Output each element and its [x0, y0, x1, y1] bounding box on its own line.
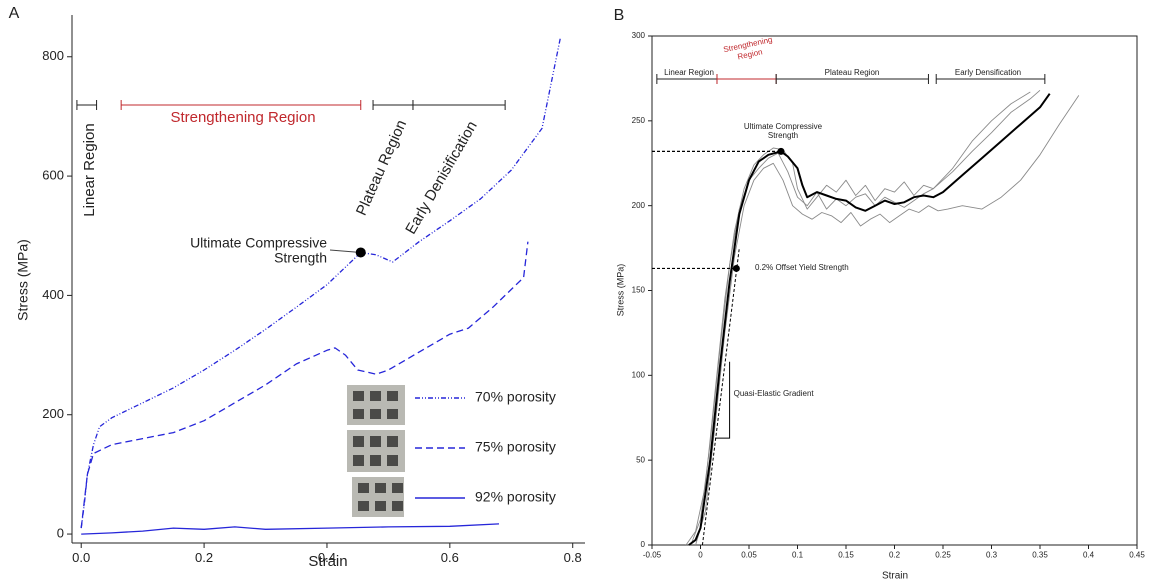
x-tick-label: 0.0: [72, 550, 90, 565]
y-tick-label: 200: [42, 406, 64, 421]
photo-detail: [353, 391, 364, 401]
x-tick-label: 0.4: [1083, 551, 1095, 560]
region-bracket: [716, 74, 777, 84]
series-line: [80, 241, 529, 529]
gradient-label: Quasi-Elastic Gradient: [734, 389, 815, 398]
series-line: [685, 91, 1031, 546]
y-axis-label: Stress (MPa): [615, 264, 625, 317]
x-tick-label: -0.05: [643, 551, 662, 560]
photo-detail: [375, 483, 386, 493]
region-label: Early Densification: [955, 68, 1021, 77]
annotation-point: [355, 247, 366, 258]
x-tick-label: 0.6: [441, 550, 459, 565]
x-tick-label: 0.25: [935, 551, 951, 560]
x-tick-label: 0.2: [889, 551, 901, 560]
photo-detail: [353, 436, 364, 447]
x-axis-label: Strain: [308, 553, 347, 570]
x-tick-label: 0.35: [1032, 551, 1048, 560]
y-tick-label: 400: [42, 287, 64, 302]
x-tick-label: 0.45: [1129, 551, 1145, 560]
y-tick-label: 800: [42, 48, 64, 63]
photo-detail: [392, 483, 403, 493]
series-line: [81, 523, 500, 535]
series-line: [695, 95, 1080, 546]
region-label: Plateau Region: [825, 68, 880, 77]
photo-detail: [358, 501, 369, 511]
x-tick-label: 0.05: [741, 551, 757, 560]
y-tick-label: 0: [641, 540, 646, 549]
x-tick-label: 0.3: [986, 551, 998, 560]
photo-detail: [387, 455, 398, 466]
photo-detail: [370, 455, 381, 466]
photo-detail: [387, 391, 398, 401]
region-label: Plateau Region: [353, 117, 410, 218]
y-axis-label: Stress (MPa): [15, 239, 31, 321]
annotation-point: [732, 264, 740, 272]
photo-detail: [370, 409, 381, 419]
region-bracket: [120, 100, 362, 110]
legend-label: 75% porosity: [475, 439, 556, 455]
gradient-marker: [715, 361, 731, 439]
y-tick-label: 100: [632, 370, 646, 379]
region-bracket: [935, 74, 1046, 84]
region-label: Linear Region: [81, 123, 98, 216]
y-tick-label: 200: [632, 201, 646, 210]
region-bracket: [412, 100, 506, 110]
photo-detail: [353, 455, 364, 466]
panel-label: A: [9, 5, 20, 22]
y-tick-label: 50: [636, 455, 645, 464]
panel-label: B: [614, 7, 625, 24]
annotation-point: [777, 147, 785, 155]
region-bracket: [775, 74, 929, 84]
photo-detail: [358, 483, 369, 493]
region-bracket: [76, 100, 98, 110]
annotation-label: Strength: [274, 250, 327, 266]
x-tick-label: 0.15: [838, 551, 854, 560]
series-line: [80, 37, 562, 529]
x-tick-label: 0.1: [792, 551, 804, 560]
plot-frame: [651, 35, 1138, 546]
x-tick-label: 0.8: [564, 550, 582, 565]
y-tick-label: 300: [632, 31, 646, 40]
photo-detail: [375, 501, 386, 511]
leader-line: [329, 249, 361, 253]
y-tick-label: 250: [632, 116, 646, 125]
x-tick-label: 0: [698, 551, 703, 560]
photo-detail: [353, 409, 364, 419]
legend-label: 92% porosity: [475, 489, 556, 505]
series-line: [688, 93, 1051, 546]
x-tick-label: 0.4: [318, 550, 336, 565]
annotation-label: Strength: [768, 131, 798, 140]
y-tick-label: 0: [57, 525, 64, 540]
photo-detail: [387, 436, 398, 447]
region-label: Early Denisification: [402, 118, 481, 237]
series-line: [690, 89, 1041, 546]
annotation-label: Ultimate Compressive: [190, 235, 327, 251]
photo-detail: [370, 436, 381, 447]
annotation-label: Ultimate Compressive: [744, 122, 823, 131]
photo-detail: [370, 391, 381, 401]
x-axis-label: Strain: [882, 571, 908, 582]
y-tick-label: 150: [632, 286, 646, 295]
photo-detail: [392, 501, 403, 511]
region-label: Strengthening Region: [170, 109, 315, 126]
region-label: Linear Region: [664, 68, 714, 77]
x-tick-label: 0.2: [195, 550, 213, 565]
photo-detail: [387, 409, 398, 419]
y-tick-label: 600: [42, 168, 64, 183]
legend-label: 70% porosity: [475, 389, 556, 405]
region-bracket: [372, 100, 414, 110]
annotation-label: 0.2% Offset Yield Strength: [755, 263, 849, 272]
